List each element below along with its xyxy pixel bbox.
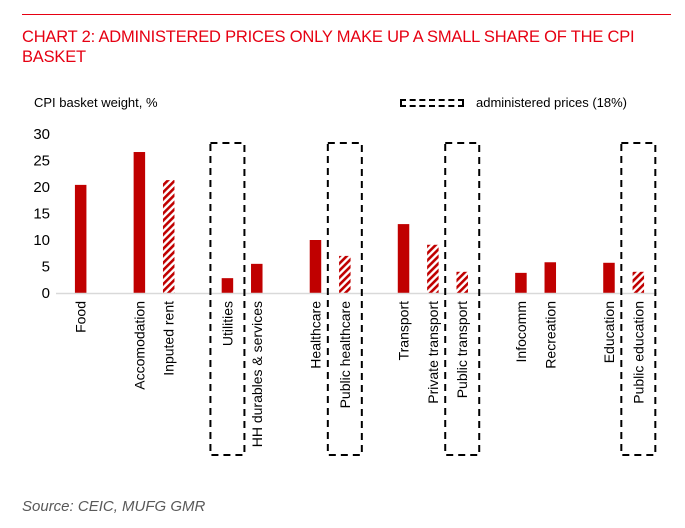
legend-dashed-box-icon <box>400 98 464 107</box>
x-tick-label: Accomodation <box>131 301 147 390</box>
x-tick-label: Infocomm <box>513 301 529 362</box>
bar-utilities <box>221 278 234 293</box>
y-tick-label: 20 <box>33 179 50 196</box>
bar-public-healthcare <box>339 255 351 293</box>
x-tick-label: Healthcare <box>307 301 323 369</box>
x-tick-label: Public transport <box>454 301 470 398</box>
bar-inputed-rent <box>162 180 175 293</box>
bar-accomodation <box>133 152 146 293</box>
y-tick-label: 0 <box>42 285 50 302</box>
y-tick-label: 5 <box>42 259 50 276</box>
x-tick-label: Public education <box>630 301 646 404</box>
bar-education <box>603 262 615 293</box>
chart-title: CHART 2: ADMINISTERED PRICES ONLY MAKE U… <box>22 28 635 66</box>
source-note: Source: CEIC, MUFG GMR <box>22 498 206 515</box>
x-tick-label: Utilities <box>219 301 235 346</box>
administered-box <box>444 142 481 456</box>
x-tick-label: Food <box>73 301 89 333</box>
x-tick-label: Recreation <box>542 301 558 369</box>
y-tick-label: 25 <box>33 153 50 170</box>
bar-food <box>74 184 87 293</box>
x-tick-label: Education <box>601 301 617 363</box>
bar-public-education <box>632 271 645 293</box>
y-tick-label: 10 <box>33 232 50 249</box>
legend-label: administered prices (18%) <box>476 95 628 110</box>
y-axis-label: CPI basket weight, % <box>34 95 158 110</box>
x-tick-label: Private transport <box>425 301 441 404</box>
administered-box <box>209 142 246 456</box>
bar-recreation <box>544 262 557 293</box>
bar-healthcare <box>309 240 322 293</box>
x-tick-label: Transport <box>396 301 412 361</box>
y-tick-label: 30 <box>33 126 50 143</box>
bar-hh-durables-services <box>251 263 263 293</box>
bar-private-transport <box>427 244 439 293</box>
y-tick-label: 15 <box>33 206 50 223</box>
administered-box <box>326 142 363 456</box>
x-tick-label: HH durables & services <box>249 301 265 447</box>
legend: administered prices (18%) <box>400 95 627 110</box>
top-rule <box>22 14 671 15</box>
administered-box <box>620 142 657 456</box>
bar-public-transport <box>456 271 468 293</box>
bar-infocomm <box>515 272 527 293</box>
x-tick-label: Public healthcare <box>337 301 353 409</box>
x-tick-label: Inputed rent <box>161 301 177 376</box>
bar-transport <box>397 224 410 293</box>
